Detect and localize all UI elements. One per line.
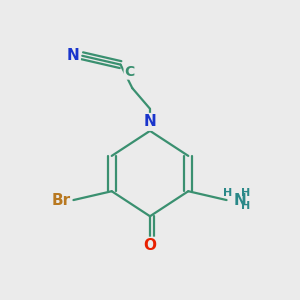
- Text: Br: Br: [51, 193, 70, 208]
- Text: H: H: [241, 188, 250, 198]
- Text: N: N: [67, 48, 79, 63]
- Text: C: C: [124, 65, 134, 79]
- Text: N: N: [144, 114, 156, 129]
- Text: O: O: [143, 238, 157, 253]
- Text: N: N: [234, 193, 247, 208]
- Text: H: H: [241, 201, 250, 211]
- Text: H: H: [224, 188, 233, 198]
